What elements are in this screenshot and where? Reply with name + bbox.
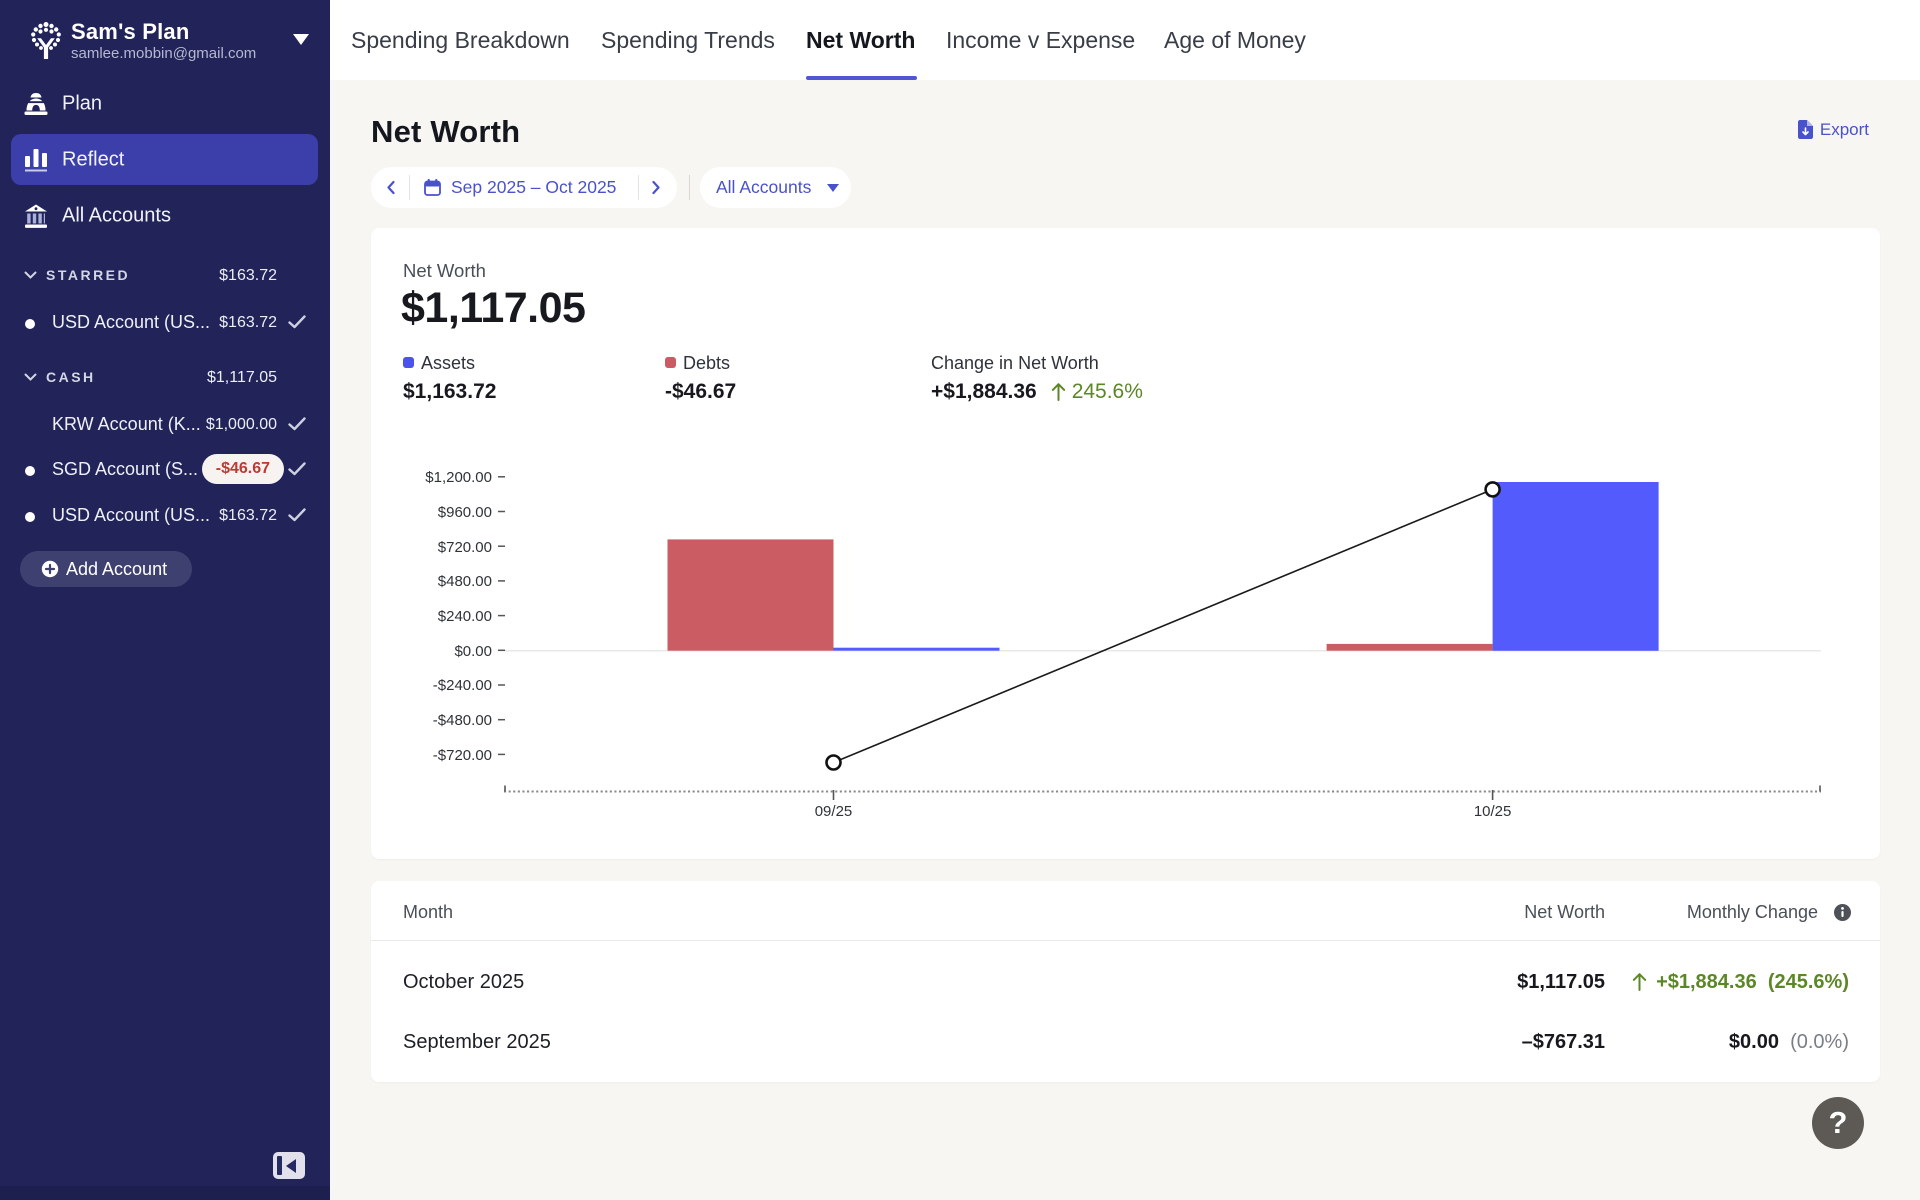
svg-text:-$480.00: -$480.00: [433, 712, 492, 729]
svg-text:$0.00: $0.00: [454, 643, 492, 660]
svg-text:10/25: 10/25: [1474, 803, 1512, 820]
svg-text:$720.00: $720.00: [438, 539, 492, 556]
svg-text:$960.00: $960.00: [438, 504, 492, 521]
svg-text:$480.00: $480.00: [438, 573, 492, 590]
svg-text:$1,200.00: $1,200.00: [425, 469, 492, 486]
svg-text:09/25: 09/25: [815, 803, 853, 820]
svg-text:-$240.00: -$240.00: [433, 677, 492, 694]
svg-text:-$720.00: -$720.00: [433, 747, 492, 764]
svg-text:$240.00: $240.00: [438, 608, 492, 625]
